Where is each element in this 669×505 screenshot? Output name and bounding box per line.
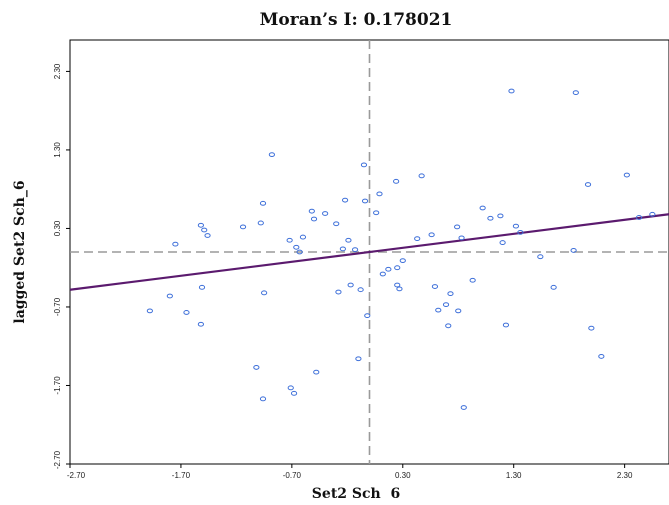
data-point bbox=[447, 291, 454, 297]
data-point bbox=[394, 265, 401, 271]
x-tick-label: -0.70 bbox=[283, 471, 302, 480]
data-point bbox=[204, 233, 211, 238]
data-point bbox=[361, 198, 369, 204]
x-tick-label: 2.30 bbox=[617, 471, 633, 480]
x-tick-label: 1.30 bbox=[506, 471, 522, 480]
data-point bbox=[588, 325, 595, 331]
x-axis-ticks: -2.70 -1.70 -0.70 0.30 1.30 2.30 bbox=[67, 464, 633, 480]
y-tick-label: -2.70 bbox=[53, 450, 62, 469]
data-point bbox=[333, 221, 340, 227]
y-tick-label: -1.70 bbox=[53, 376, 62, 395]
data-point bbox=[197, 321, 204, 327]
data-point bbox=[454, 224, 461, 230]
data-point bbox=[351, 247, 359, 253]
data-point bbox=[339, 246, 346, 252]
data-point bbox=[584, 182, 592, 187]
data-point bbox=[341, 197, 349, 203]
data-point bbox=[287, 385, 294, 391]
data-point bbox=[598, 354, 605, 359]
data-point bbox=[469, 277, 476, 283]
data-point bbox=[313, 369, 320, 375]
data-point bbox=[418, 173, 425, 179]
data-point bbox=[355, 356, 362, 362]
data-point bbox=[550, 284, 557, 290]
data-point bbox=[364, 313, 371, 319]
scatter-points bbox=[146, 88, 656, 410]
data-point bbox=[322, 211, 329, 216]
data-point bbox=[259, 200, 267, 206]
data-point bbox=[497, 213, 504, 219]
data-point bbox=[299, 234, 307, 240]
data-point bbox=[570, 248, 577, 253]
data-point bbox=[479, 205, 486, 211]
data-point bbox=[345, 237, 352, 243]
data-point bbox=[379, 271, 386, 277]
data-point bbox=[455, 308, 462, 314]
data-point bbox=[393, 178, 400, 184]
data-point bbox=[293, 244, 300, 250]
data-point bbox=[517, 229, 524, 235]
y-tick-label: 1.30 bbox=[53, 142, 62, 158]
data-point bbox=[172, 241, 179, 247]
x-tick-label: -1.70 bbox=[172, 471, 191, 480]
data-point bbox=[508, 88, 515, 94]
data-point bbox=[635, 215, 643, 220]
data-point bbox=[166, 293, 173, 299]
data-point bbox=[431, 284, 439, 289]
data-point bbox=[487, 215, 494, 221]
data-point bbox=[183, 310, 190, 315]
data-point bbox=[623, 172, 630, 178]
data-point bbox=[376, 191, 383, 197]
data-point bbox=[458, 235, 465, 241]
data-point bbox=[360, 162, 368, 168]
y-tick-label: -0.70 bbox=[53, 297, 62, 316]
data-point bbox=[396, 286, 403, 292]
data-point bbox=[290, 390, 298, 396]
x-tick-label: -2.70 bbox=[67, 471, 86, 480]
data-point bbox=[296, 249, 303, 255]
data-point bbox=[537, 254, 544, 260]
data-point bbox=[253, 365, 260, 370]
data-point bbox=[257, 220, 264, 226]
data-point bbox=[572, 90, 579, 96]
data-point bbox=[442, 302, 450, 308]
data-point bbox=[259, 396, 267, 402]
y-tick-label: 2.30 bbox=[53, 63, 62, 79]
data-point bbox=[460, 405, 467, 410]
data-point bbox=[308, 208, 315, 214]
data-point bbox=[499, 240, 506, 245]
data-point bbox=[394, 282, 401, 288]
data-point bbox=[286, 237, 293, 243]
data-point bbox=[399, 258, 406, 264]
data-point bbox=[373, 210, 380, 216]
data-point bbox=[649, 211, 656, 217]
data-point bbox=[239, 224, 247, 230]
data-point bbox=[310, 216, 318, 222]
data-point bbox=[146, 308, 153, 314]
data-point bbox=[502, 322, 510, 328]
data-point bbox=[445, 323, 452, 329]
y-axis-title: lagged Set2 Sch_6 bbox=[12, 180, 28, 323]
data-point bbox=[414, 236, 421, 242]
data-point bbox=[261, 290, 268, 296]
data-point bbox=[201, 227, 208, 233]
data-point bbox=[268, 152, 275, 158]
data-point bbox=[198, 284, 206, 290]
y-axis-ticks: -2.70 -1.70 -0.70 0.30 1.30 2.30 bbox=[53, 63, 70, 469]
data-point bbox=[435, 307, 442, 313]
regression-line-group bbox=[69, 213, 669, 291]
x-tick-label: 0.30 bbox=[395, 471, 411, 480]
data-point bbox=[385, 266, 392, 272]
x-axis-title: Set2 Sch 6 bbox=[312, 486, 400, 502]
chart-title: Moran’s I: 0.178021 bbox=[260, 10, 453, 30]
y-tick-label: 0.30 bbox=[53, 220, 62, 236]
data-point bbox=[512, 223, 520, 229]
data-point bbox=[197, 222, 204, 228]
data-point bbox=[428, 232, 435, 238]
data-point bbox=[357, 287, 364, 293]
regression-line bbox=[69, 213, 669, 291]
data-point bbox=[335, 289, 342, 295]
data-point bbox=[347, 282, 354, 288]
